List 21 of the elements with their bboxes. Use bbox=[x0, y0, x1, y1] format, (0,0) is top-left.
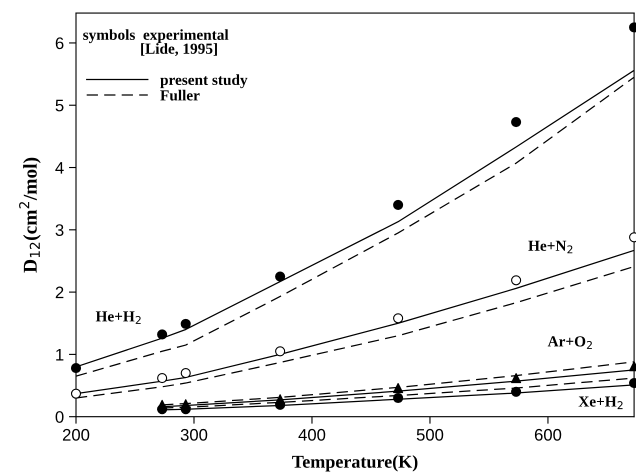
annotation: symbols experimental [Lide, 1995] bbox=[83, 29, 228, 56]
x-tick-label: 400 bbox=[298, 428, 326, 441]
y-axis-title: D$_{12}$(cm$^{2}$/mol) bbox=[19, 158, 41, 273]
y-tick-label: 2 bbox=[56, 286, 64, 298]
x-tick-label: 600 bbox=[534, 428, 562, 441]
x-axis-title: Temperature(K) bbox=[292, 455, 418, 472]
y-tick-label: 0 bbox=[56, 411, 64, 423]
y-tick-label: 4 bbox=[55, 162, 64, 174]
legend-label: present study bbox=[160, 74, 248, 88]
annotation: Xe+H$_{2}$ bbox=[578, 396, 623, 410]
y-tick-label: 6 bbox=[56, 37, 64, 50]
annotation: He+H$_{2}$ bbox=[96, 311, 141, 324]
y-tick-label: 5 bbox=[56, 100, 64, 112]
x-tick-label: 300 bbox=[180, 428, 208, 441]
y-tick-label: 3 bbox=[56, 224, 64, 236]
legend-label: Fuller bbox=[160, 90, 200, 101]
x-tick-label: 200 bbox=[62, 428, 90, 441]
x-tick-label: 500 bbox=[416, 428, 444, 441]
annotation: Ar+O$_{2}$ bbox=[548, 336, 592, 349]
annotation: He+N$_{2}$ bbox=[528, 240, 572, 254]
y-tick-label: 1 bbox=[56, 348, 64, 360]
